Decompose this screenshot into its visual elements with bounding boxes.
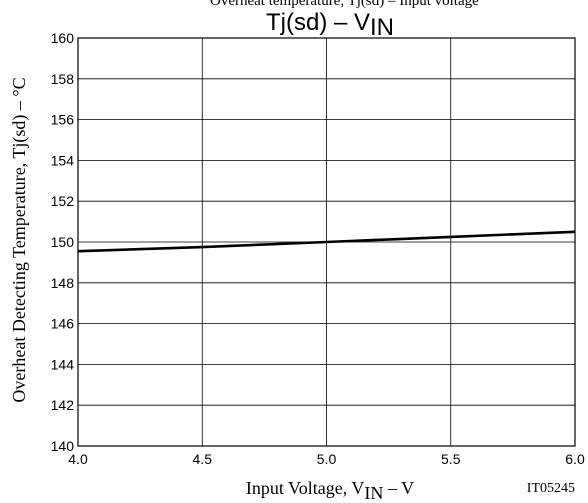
y-tick-label: 142	[51, 397, 75, 413]
y-tick-label: 156	[51, 112, 75, 128]
x-axis-label: Input Voltage, VIN – V	[246, 478, 414, 503]
x-axis-label-tail: – V	[383, 478, 414, 498]
y-tick-label: 152	[51, 193, 75, 209]
y-tick-label: 144	[51, 356, 75, 372]
y-tick-label: 150	[51, 234, 75, 250]
top-cut-text: Overheat temperature, Tj(sd) – Input vol…	[210, 0, 479, 9]
chart-title-main: Tj(sd) – V	[266, 9, 370, 36]
x-tick-label: 5.5	[441, 451, 461, 467]
y-tick-label: 158	[51, 71, 75, 87]
x-axis-label-main: Input Voltage, V	[246, 478, 365, 498]
y-axis-label: Overheat Detecting Temperature, Tj(sd) –…	[9, 77, 30, 402]
x-axis-label-sub: IN	[364, 483, 383, 503]
y-tick-label: 140	[51, 438, 75, 454]
plot-frame	[77, 37, 576, 447]
figure-code: IT05245	[527, 481, 575, 496]
tick-labels: 4.0 4.5 5.0 5.5 6.0 140 142 144 146 148 150 152 154 1…	[51, 30, 585, 467]
chart-title-sub: IN	[370, 14, 394, 41]
chart-title: Tj(sd) – VIN	[266, 9, 394, 41]
x-tick-label: 5.0	[317, 451, 337, 467]
series-line	[77, 230, 576, 253]
x-tick-label: 4.0	[68, 451, 88, 467]
y-tick-label: 148	[51, 275, 75, 291]
x-tick-label: 6.0	[565, 451, 585, 467]
y-tick-label: 160	[51, 30, 75, 46]
y-tick-label: 146	[51, 316, 75, 332]
x-tick-label: 4.5	[193, 451, 213, 467]
series-group	[77, 230, 576, 253]
y-tick-label: 154	[51, 152, 75, 168]
